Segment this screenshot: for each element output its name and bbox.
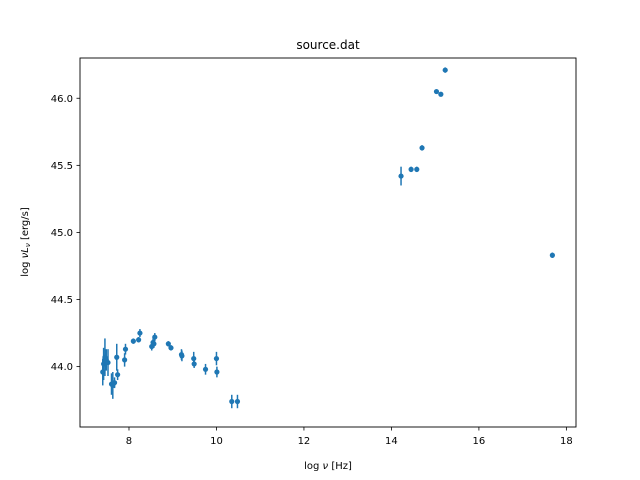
y-tick-label: 44.5 — [51, 295, 73, 306]
data-point — [136, 337, 142, 343]
x-tick-label: 18 — [560, 436, 573, 447]
data-point — [213, 355, 220, 362]
y-axis-ticks: 44.0 44.5 45.0 45.5 46.0 — [51, 94, 80, 373]
data-point — [114, 354, 120, 360]
data-point — [414, 166, 420, 172]
x-tick-label: 14 — [385, 436, 398, 447]
data-point — [419, 145, 425, 151]
data-point — [234, 398, 241, 405]
data-point — [122, 346, 129, 352]
y-tick-label: 45.0 — [51, 228, 73, 239]
y-axis-label: log νLν [erg/s] — [20, 207, 32, 277]
x-tick-label: 12 — [298, 436, 311, 447]
plot-area — [79, 57, 577, 428]
x-axis-label: log ν [Hz] — [304, 461, 352, 472]
y-tick-label: 44.0 — [51, 362, 73, 373]
data-point — [408, 166, 414, 172]
data-point — [179, 353, 185, 359]
data-point — [214, 369, 220, 375]
data-point — [442, 67, 448, 73]
data-points — [100, 67, 555, 409]
data-point — [168, 345, 174, 351]
data-point — [191, 361, 197, 367]
x-tick-label: 8 — [126, 436, 132, 447]
data-point — [122, 357, 128, 363]
data-point — [111, 380, 118, 386]
data-point — [152, 334, 158, 340]
data-point — [229, 398, 235, 405]
x-tick-label: 16 — [473, 436, 486, 447]
data-point — [105, 359, 111, 366]
x-axis-ticks: 8 10 12 14 16 18 — [126, 427, 573, 447]
data-point — [151, 341, 157, 347]
x-tick-label: 10 — [210, 436, 223, 447]
chart-title: source.dat — [296, 38, 360, 52]
data-point — [137, 330, 143, 336]
data-point — [191, 355, 197, 362]
data-point — [165, 341, 171, 347]
data-point — [433, 88, 440, 95]
data-point — [115, 372, 121, 378]
data-point — [398, 173, 404, 179]
data-point — [438, 91, 444, 97]
data-point — [130, 338, 136, 344]
y-tick-label: 46.0 — [51, 94, 73, 105]
data-point — [202, 366, 209, 372]
data-point — [549, 252, 555, 258]
y-tick-label: 45.5 — [51, 161, 73, 172]
